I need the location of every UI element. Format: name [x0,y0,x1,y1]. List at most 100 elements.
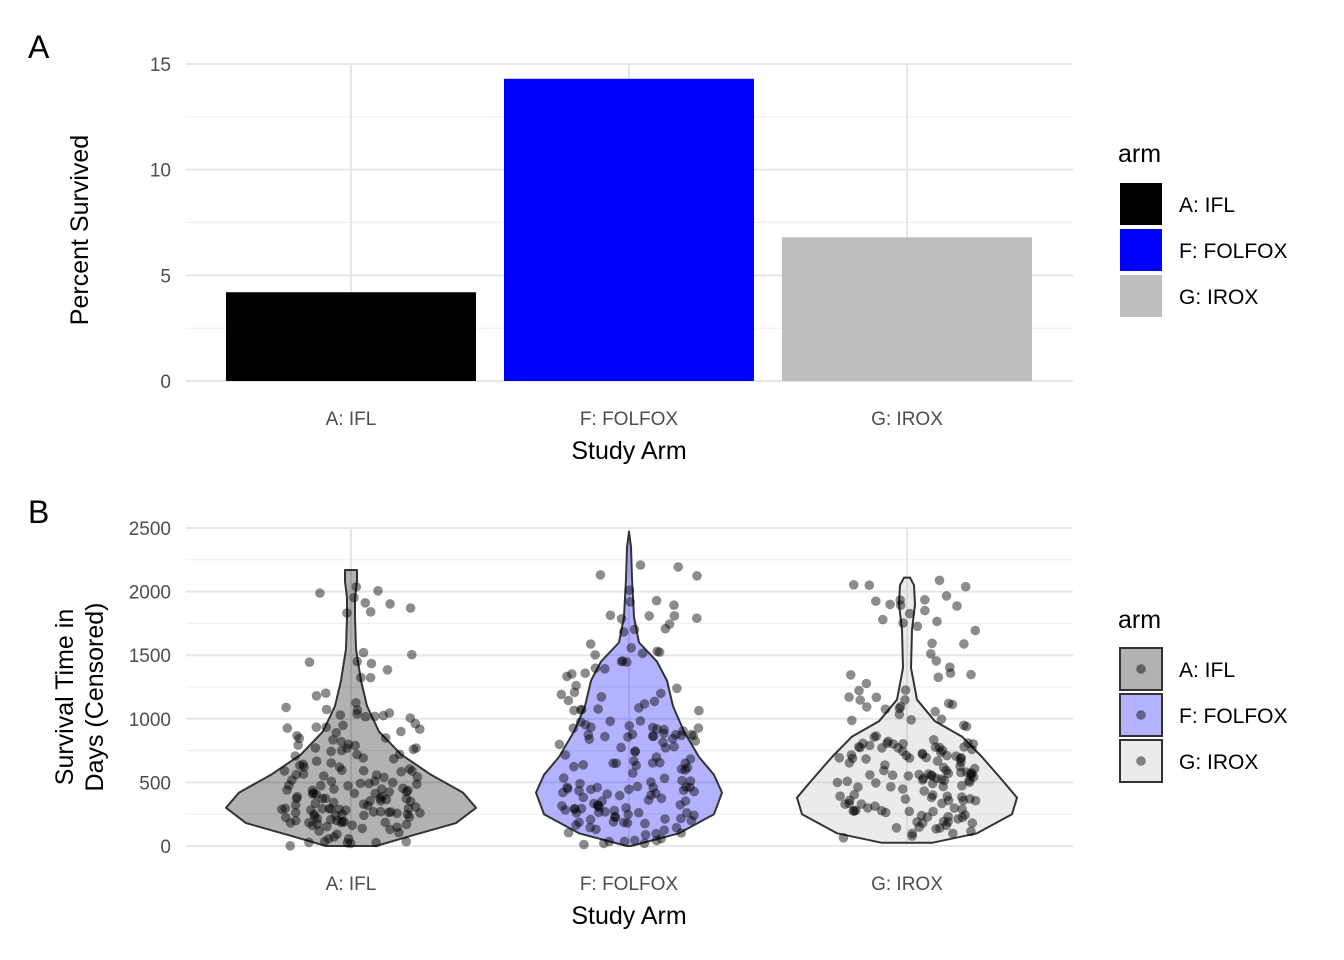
jitter-point [847,753,858,764]
jitter-point [648,731,659,742]
jitter-point [311,789,322,800]
jitter-point [580,668,590,678]
jitter-point [336,817,347,828]
jitter-point [562,784,573,794]
jitter-point [863,803,873,813]
jitter-point [337,765,347,775]
jitter-point [342,743,352,753]
jitter-point [294,733,305,744]
jitter-point [307,789,318,799]
jitter-point [304,837,314,848]
jitter-point [385,599,395,609]
panel-b-y-axis-title-line1: Survival Time in [51,609,79,785]
jitter-point [932,756,943,766]
jitter-point [959,742,969,752]
jitter-point [616,742,626,753]
jitter-point [583,730,594,740]
jitter-point [958,795,969,806]
jitter-point [849,806,860,816]
jitter-point [927,778,938,789]
jitter-point [917,749,928,760]
jitter-point [343,834,354,844]
jitter-point [616,614,627,624]
jitter-point [405,796,416,807]
panel-b-y-tick-label: 2500 [129,519,171,540]
jitter-point [326,758,337,768]
jitter-point [326,804,336,814]
jitter-point [560,750,571,760]
panel-b-x-tick-label: F: FOLFOX [580,874,679,895]
jitter-point [574,817,584,828]
jitter-point [401,787,412,797]
violin-g [796,576,1018,844]
panel-a-y-tick-label: 0 [160,372,171,393]
jitter-point [332,829,342,839]
panel-a-x-tick-label: G: IROX [871,409,943,430]
jitter-point [967,768,977,779]
jitter-point [938,762,949,773]
jitter-point [308,788,319,798]
jitter-point [943,811,953,822]
jitter-point [685,776,696,786]
jitter-point [651,835,662,846]
violin-a [225,569,477,847]
jitter-point [578,792,589,803]
jitter-point [664,619,675,629]
jitter-point [942,750,952,761]
jitter-point [569,761,579,772]
jitter-point [365,796,376,806]
jitter-point [646,777,656,787]
jitter-point [396,726,406,737]
jitter-point [846,750,857,760]
jitter-point [686,729,697,740]
jitter-point [590,663,601,673]
jitter-point [624,721,635,731]
jitter-point [623,732,633,742]
jitter-point [586,784,596,795]
jitter-point [945,662,955,672]
jitter-point [669,741,679,752]
jitter-point [377,791,388,802]
jitter-point [893,743,903,753]
jitter-point [309,811,320,821]
jitter-point [660,814,670,824]
jitter-point [567,669,577,679]
jitter-point [600,731,610,742]
jitter-point [407,766,417,776]
jitter-point [280,803,291,814]
jitter-point [619,817,629,828]
jitter-point [568,723,579,733]
jitter-point [882,738,892,749]
jitter-point [671,822,682,833]
jitter-point [593,800,604,811]
jitter-point [359,810,369,821]
jitter-point [625,597,635,607]
jitter-point [906,715,916,725]
jitter-point [635,560,646,570]
jitter-point [358,753,369,763]
jitter-point [942,791,953,802]
jitter-point [323,834,334,844]
jitter-point [335,710,346,720]
jitter-point [957,812,968,823]
jitter-point [282,785,292,795]
jitter-point [643,795,654,805]
jitter-point [639,838,650,849]
jitter-point [285,818,296,828]
jitter-point [384,807,394,818]
panel-b-y-tick-label: 2000 [129,583,171,604]
jitter-point [370,711,380,722]
jitter-point [648,722,658,733]
jitter-point [328,735,338,745]
jitter-point [309,809,319,820]
jitter-point [671,729,681,740]
jitter-point [651,752,662,762]
jitter-point [404,812,415,822]
jitter-point [609,805,620,816]
jitter-point [931,824,941,834]
jitter-point [338,720,348,731]
jitter-point [373,586,383,596]
jitter-point [656,833,666,844]
jitter-point [895,600,906,610]
jitter-point [379,772,389,783]
